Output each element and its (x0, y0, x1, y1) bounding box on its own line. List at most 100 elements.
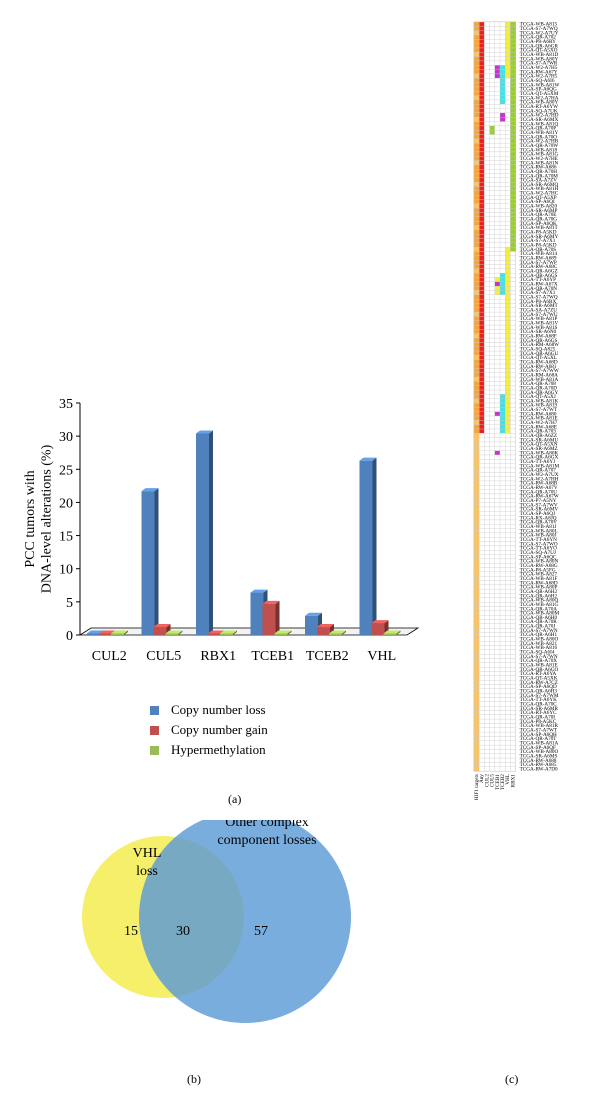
heatmap-cell (499, 238, 506, 243)
heatmap-cell (484, 169, 490, 174)
heatmap-cell (479, 433, 485, 438)
heatmap-cell (494, 117, 501, 122)
heatmap-cell (510, 415, 516, 421)
heatmap-cell (473, 242, 480, 248)
heatmap-row-label: TCGA-WB-A81F (520, 576, 558, 582)
heatmap-cell (473, 558, 480, 564)
heatmap-cell (494, 567, 501, 573)
heatmap-cell (510, 234, 516, 239)
heatmap-cell (484, 597, 490, 603)
heatmap-cell (494, 156, 501, 161)
heatmap-cell (494, 554, 501, 560)
heatmap-cell (494, 558, 501, 564)
heatmap-row-label: TCGA-RW-A685 (520, 762, 557, 768)
bar (111, 630, 128, 635)
heatmap-row-label: TCGA-WB-A80Q (520, 598, 559, 604)
heatmap-cell (494, 550, 501, 555)
heatmap-cell (484, 567, 490, 573)
heatmap-cell (489, 515, 495, 521)
heatmap-cell (510, 714, 516, 720)
bar-front (141, 491, 155, 635)
heatmap-cell (484, 65, 490, 70)
heatmap-cell (510, 744, 516, 750)
heatmap-cell (484, 671, 490, 676)
heatmap-cell (484, 320, 490, 326)
heatmap-cell (499, 610, 506, 616)
bar-side (372, 457, 377, 635)
heatmap-cell (489, 567, 495, 573)
heatmap-cell (499, 714, 506, 720)
heatmap-cell (505, 407, 511, 412)
heatmap-cell (473, 688, 480, 694)
heatmap-cell (484, 398, 490, 404)
heatmap-row-label: TCGA-S7-A7X1 (520, 290, 556, 296)
bar-top (317, 624, 334, 628)
heatmap-cell (489, 294, 495, 300)
heatmap-row-label: TCGA-WB-A80K (520, 450, 559, 456)
heatmap-cell (484, 571, 490, 577)
heatmap-cell (505, 337, 511, 343)
heatmap-cell (479, 138, 485, 144)
heatmap-cell (489, 108, 495, 114)
heatmap-cell (484, 277, 490, 282)
heatmap-cell (484, 104, 490, 109)
heatmap-cell (494, 602, 501, 607)
heatmap-cell (484, 30, 490, 36)
heatmap-cell (489, 69, 495, 75)
heatmap-cell (494, 636, 501, 642)
heatmap-row-label: TCGA-P8-A5FG (520, 567, 556, 573)
heatmap-cell (473, 701, 480, 707)
heatmap-cell (484, 130, 490, 135)
heatmap-cell (484, 563, 490, 568)
heatmap-cell (473, 160, 480, 166)
bar-front (250, 592, 264, 635)
heatmap-cell (505, 234, 511, 239)
heatmap-cell (505, 467, 511, 473)
heatmap-cell (484, 21, 490, 27)
heatmap-cell (489, 532, 495, 538)
heatmap-cell (479, 242, 485, 248)
heatmap-cell (473, 615, 480, 620)
bar-front (99, 633, 112, 635)
heatmap-cell (499, 558, 506, 564)
heatmap-cell (505, 229, 511, 235)
bar-top (329, 630, 346, 634)
heatmap-cell (510, 268, 516, 274)
heatmap-cell (499, 753, 506, 759)
heatmap-cell (510, 602, 516, 607)
heatmap-cell (484, 385, 490, 391)
heatmap-cell (484, 541, 490, 547)
heatmap-cell (505, 251, 511, 256)
venn-set-label-other-1: Other complex (225, 820, 309, 830)
heatmap-cell (489, 593, 495, 599)
heatmap-cell (510, 307, 516, 313)
heatmap-cell (505, 385, 511, 391)
bar-front (111, 633, 124, 635)
heatmap-cell (499, 56, 506, 62)
heatmap-cell (505, 268, 511, 274)
heatmap-cell (494, 350, 501, 356)
heatmap-cell (489, 428, 495, 434)
heatmap-cell (499, 766, 506, 772)
legend-swatch-loss (150, 705, 159, 715)
heatmap-cell (479, 619, 485, 625)
heatmap-cell (505, 199, 511, 205)
heatmap-cell (494, 502, 501, 508)
heatmap-cell (489, 723, 495, 728)
heatmap-cell (484, 762, 490, 767)
heatmap-cell (499, 524, 506, 529)
bar-side (396, 630, 401, 635)
heatmap-cell (499, 757, 506, 763)
heatmap-cell (484, 645, 490, 651)
heatmap-cell (473, 290, 480, 295)
heatmap-cell (473, 316, 480, 321)
heatmap-cell (505, 272, 511, 278)
heatmap-cell (473, 415, 480, 421)
heatmap-row-label: TCGA-SR-A6MZ (520, 446, 558, 452)
heatmap-cell (499, 480, 506, 486)
heatmap-cell (494, 450, 501, 456)
heatmap-cell (505, 134, 511, 140)
heatmap-cell (505, 86, 511, 92)
heatmap-cell (494, 337, 501, 343)
heatmap-row-label: TCGA-S7-A7WN (520, 628, 558, 634)
